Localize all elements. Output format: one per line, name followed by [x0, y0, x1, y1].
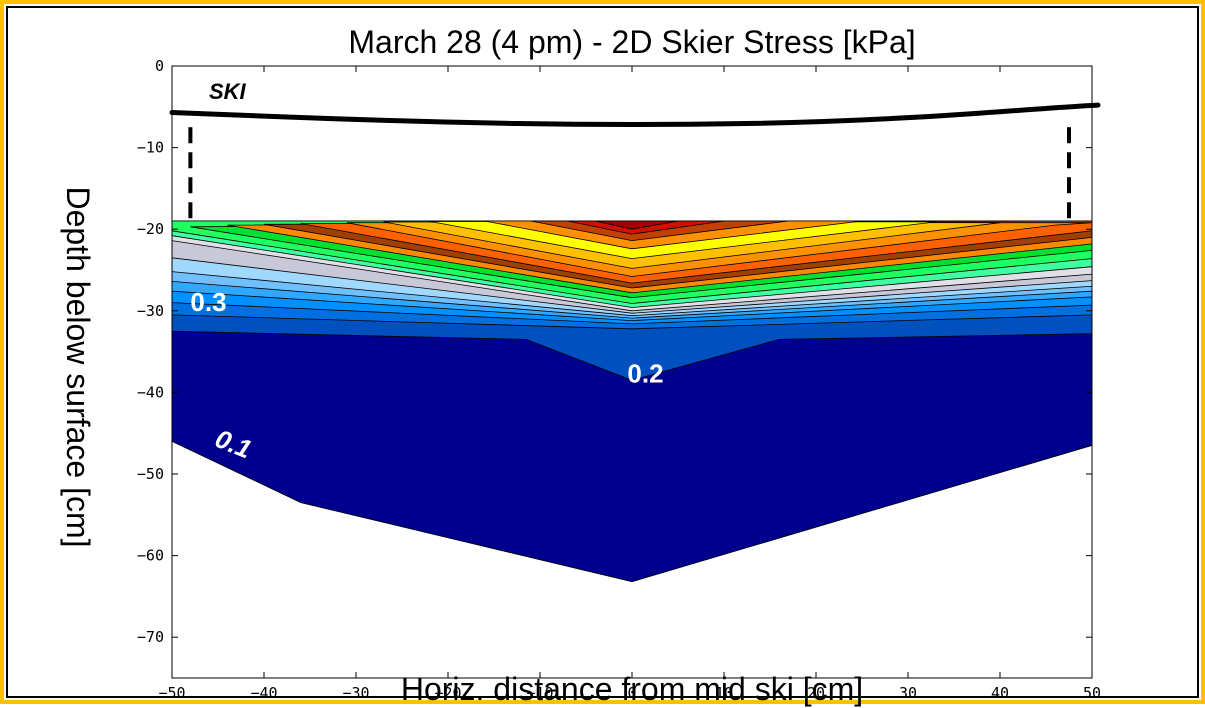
x-tick-label: 20	[807, 684, 825, 702]
x-tick-label: −50	[158, 684, 185, 702]
contour-regions	[171, 220, 1093, 583]
y-tick-label: 0	[155, 57, 164, 75]
x-tick-label: 10	[715, 684, 733, 702]
contour-region-21	[595, 220, 679, 230]
y-tick-label: −40	[137, 383, 164, 401]
contour-annotation-0: 0.3	[190, 287, 226, 317]
y-tick-label: −10	[137, 139, 164, 157]
x-tick-label: 40	[991, 684, 1009, 702]
y-tick-label: −20	[137, 220, 164, 238]
y-tick-label: −30	[137, 302, 164, 320]
x-axis-label: Horiz. distance from mid ski [cm]	[401, 671, 863, 707]
x-tick-label: 0	[627, 684, 636, 702]
x-tick-label: −20	[434, 684, 461, 702]
contour-chart: −50 −40 −30 −20 −10 0 10 20 30 40 50 0 −10 −20 −30 −40 −…	[60, 24, 1101, 707]
chart-title: March 28 (4 pm) - 2D Skier Stress [kPa]	[348, 24, 915, 60]
x-tick-label: −30	[342, 684, 369, 702]
ski-overlay: SKI	[169, 79, 1101, 222]
x-tick-label: −40	[250, 684, 277, 702]
y-tick-label: −50	[137, 465, 164, 483]
contour-annotation-1: 0.2	[627, 359, 663, 389]
x-tick-label: 50	[1083, 684, 1101, 702]
ski-curve	[169, 102, 1101, 128]
x-tick-label: −10	[526, 684, 553, 702]
y-tick-label: −70	[137, 628, 164, 646]
y-tick-label: −60	[137, 547, 164, 565]
y-axis-label: Depth below surface [cm]	[60, 186, 96, 547]
ski-label: SKI	[209, 79, 247, 104]
axis-ticks: −50 −40 −30 −20 −10 0 10 20 30 40 50 0 −10 −20 −30 −40 −…	[137, 57, 1101, 702]
x-tick-label: 30	[899, 684, 917, 702]
